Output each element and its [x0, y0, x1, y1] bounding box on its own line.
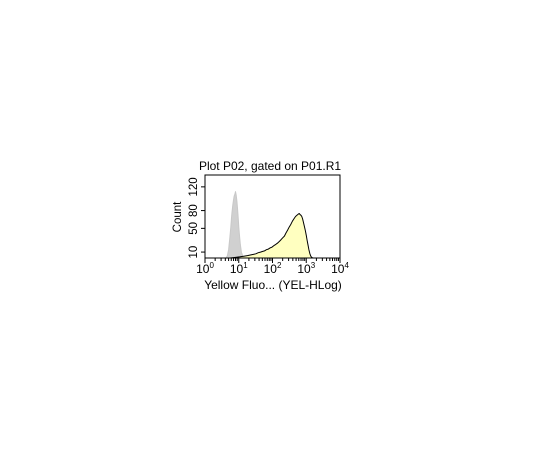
x-tick-label-0: 100	[196, 261, 214, 276]
histogram-series-1	[225, 191, 246, 259]
histogram-series-2	[229, 213, 314, 259]
x-axis-label: Yellow Fluo... (YEL-HLog)	[204, 278, 342, 292]
x-tick-label-4: 104	[331, 261, 349, 276]
chart-title: Plot P02, gated on P01.R1	[199, 159, 341, 173]
y-tick-label-0: 10	[188, 246, 200, 259]
y-tick-label-3: 120	[188, 177, 200, 196]
x-tick-label-2: 102	[264, 261, 282, 276]
y-tick-label-2: 80	[188, 204, 200, 217]
y-axis-label: Count	[172, 201, 184, 232]
x-tick-label-3: 103	[297, 261, 315, 276]
y-tick-label-1: 50	[188, 222, 200, 235]
plot-frame	[204, 174, 341, 259]
series-layer	[225, 191, 314, 259]
x-tick-label-1: 101	[230, 261, 248, 276]
axis-layer: 100 101 102 103 104 10 50 80 120	[188, 177, 349, 276]
